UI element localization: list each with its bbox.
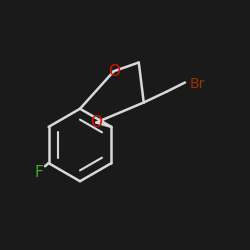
Text: Br: Br xyxy=(190,77,205,91)
Text: O: O xyxy=(90,115,102,130)
Text: F: F xyxy=(34,165,43,180)
Text: O: O xyxy=(108,64,120,79)
